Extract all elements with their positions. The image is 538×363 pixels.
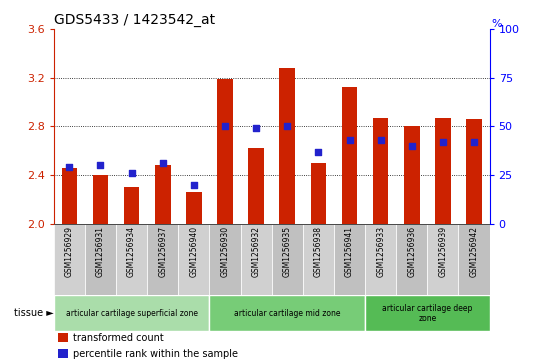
Bar	[303, 224, 334, 295]
Text: tissue ►: tissue ►	[14, 308, 54, 318]
Bar	[54, 224, 85, 295]
Bar	[240, 224, 272, 295]
Point	[314, 149, 323, 155]
Text: percentile rank within the sample: percentile rank within the sample	[73, 349, 238, 359]
Text: GSM1256936: GSM1256936	[407, 226, 416, 277]
Text: GSM1256939: GSM1256939	[438, 226, 448, 277]
Point	[128, 170, 136, 176]
Point	[345, 137, 354, 143]
Point	[221, 123, 229, 129]
Point	[283, 123, 292, 129]
Text: %: %	[491, 19, 501, 29]
Bar	[373, 118, 388, 224]
Point	[158, 160, 167, 166]
Bar	[365, 224, 396, 295]
Bar	[116, 224, 147, 295]
Point	[438, 139, 447, 145]
Bar	[427, 224, 458, 295]
Bar	[404, 126, 420, 224]
Point	[65, 164, 74, 170]
Bar	[58, 334, 68, 342]
Point	[470, 139, 478, 145]
Bar	[61, 168, 77, 224]
Text: articular cartilage deep
zone: articular cartilage deep zone	[382, 303, 472, 323]
Text: GSM1256932: GSM1256932	[252, 226, 260, 277]
Bar	[272, 224, 303, 295]
Text: articular cartilage superficial zone: articular cartilage superficial zone	[66, 309, 197, 318]
Point	[407, 143, 416, 149]
Point	[252, 125, 260, 131]
Bar	[249, 148, 264, 224]
Point	[377, 137, 385, 143]
Text: GSM1256941: GSM1256941	[345, 226, 354, 277]
Bar	[342, 87, 357, 224]
Text: transformed count: transformed count	[73, 333, 164, 343]
Text: GSM1256931: GSM1256931	[96, 226, 105, 277]
Bar	[155, 165, 171, 224]
Text: GSM1256933: GSM1256933	[376, 226, 385, 277]
Text: articular cartilage mid zone: articular cartilage mid zone	[234, 309, 341, 318]
Bar	[124, 187, 139, 224]
Bar	[85, 224, 116, 295]
Bar	[93, 175, 108, 224]
Bar	[435, 118, 451, 224]
Bar	[209, 295, 365, 331]
Bar	[396, 224, 427, 295]
Point	[96, 162, 105, 168]
Text: GSM1256934: GSM1256934	[127, 226, 136, 277]
Bar	[365, 295, 490, 331]
Bar	[209, 224, 240, 295]
Bar	[310, 163, 326, 224]
Bar	[147, 224, 178, 295]
Text: GDS5433 / 1423542_at: GDS5433 / 1423542_at	[54, 13, 215, 26]
Text: GSM1256929: GSM1256929	[65, 226, 74, 277]
Bar	[334, 224, 365, 295]
Point	[189, 182, 198, 188]
Bar	[217, 79, 233, 224]
Bar	[466, 119, 482, 224]
Bar	[458, 224, 490, 295]
Bar	[178, 224, 209, 295]
Bar	[54, 295, 209, 331]
Text: GSM1256935: GSM1256935	[283, 226, 292, 277]
Bar	[279, 68, 295, 224]
Text: GSM1256940: GSM1256940	[189, 226, 199, 277]
Text: GSM1256942: GSM1256942	[470, 226, 478, 277]
Text: GSM1256930: GSM1256930	[221, 226, 230, 277]
Bar	[58, 349, 68, 358]
Text: GSM1256937: GSM1256937	[158, 226, 167, 277]
Bar	[186, 192, 202, 224]
Text: GSM1256938: GSM1256938	[314, 226, 323, 277]
